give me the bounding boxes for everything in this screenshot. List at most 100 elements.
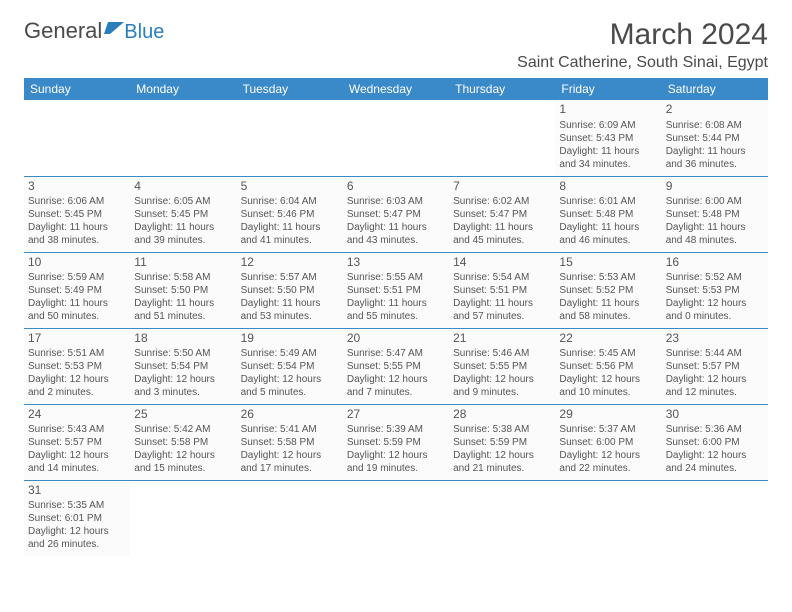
sunset-text: Sunset: 5:44 PM bbox=[666, 132, 764, 145]
location-text: Saint Catherine, South Sinai, Egypt bbox=[517, 54, 768, 72]
table-row: 24Sunrise: 5:43 AMSunset: 5:57 PMDayligh… bbox=[24, 404, 768, 480]
day-cell: 29Sunrise: 5:37 AMSunset: 6:00 PMDayligh… bbox=[555, 404, 661, 480]
weekday-header: Friday bbox=[555, 78, 661, 100]
daylight-text: Daylight: 12 hours and 5 minutes. bbox=[241, 373, 339, 399]
sunset-text: Sunset: 5:52 PM bbox=[559, 284, 657, 297]
daylight-text: Daylight: 11 hours and 50 minutes. bbox=[28, 297, 126, 323]
daylight-text: Daylight: 11 hours and 57 minutes. bbox=[453, 297, 551, 323]
calendar-body: 1Sunrise: 6:09 AMSunset: 5:43 PMDaylight… bbox=[24, 100, 768, 556]
sunset-text: Sunset: 5:57 PM bbox=[666, 360, 764, 373]
sunset-text: Sunset: 5:47 PM bbox=[453, 208, 551, 221]
daylight-text: Daylight: 12 hours and 21 minutes. bbox=[453, 449, 551, 475]
day-number: 8 bbox=[559, 179, 657, 195]
sunset-text: Sunset: 6:01 PM bbox=[28, 512, 126, 525]
sunset-text: Sunset: 5:58 PM bbox=[134, 436, 232, 449]
day-number: 13 bbox=[347, 255, 445, 271]
sunrise-text: Sunrise: 5:42 AM bbox=[134, 423, 232, 436]
empty-cell bbox=[343, 480, 449, 556]
day-number: 30 bbox=[666, 407, 764, 423]
header: General Blue March 2024 Saint Catherine,… bbox=[24, 18, 768, 72]
day-number: 26 bbox=[241, 407, 339, 423]
sunset-text: Sunset: 5:43 PM bbox=[559, 132, 657, 145]
sunset-text: Sunset: 5:49 PM bbox=[28, 284, 126, 297]
day-cell: 17Sunrise: 5:51 AMSunset: 5:53 PMDayligh… bbox=[24, 328, 130, 404]
sunset-text: Sunset: 5:55 PM bbox=[453, 360, 551, 373]
day-cell: 5Sunrise: 6:04 AMSunset: 5:46 PMDaylight… bbox=[237, 176, 343, 252]
day-number: 24 bbox=[28, 407, 126, 423]
day-number: 10 bbox=[28, 255, 126, 271]
day-number: 12 bbox=[241, 255, 339, 271]
daylight-text: Daylight: 11 hours and 38 minutes. bbox=[28, 221, 126, 247]
day-number: 21 bbox=[453, 331, 551, 347]
day-number: 15 bbox=[559, 255, 657, 271]
sunrise-text: Sunrise: 5:54 AM bbox=[453, 271, 551, 284]
sunrise-text: Sunrise: 5:57 AM bbox=[241, 271, 339, 284]
day-cell: 24Sunrise: 5:43 AMSunset: 5:57 PMDayligh… bbox=[24, 404, 130, 480]
day-number: 22 bbox=[559, 331, 657, 347]
day-number: 20 bbox=[347, 331, 445, 347]
empty-cell bbox=[555, 480, 661, 556]
table-row: 3Sunrise: 6:06 AMSunset: 5:45 PMDaylight… bbox=[24, 176, 768, 252]
day-number: 6 bbox=[347, 179, 445, 195]
day-number: 31 bbox=[28, 483, 126, 499]
day-cell: 19Sunrise: 5:49 AMSunset: 5:54 PMDayligh… bbox=[237, 328, 343, 404]
daylight-text: Daylight: 11 hours and 46 minutes. bbox=[559, 221, 657, 247]
table-row: 17Sunrise: 5:51 AMSunset: 5:53 PMDayligh… bbox=[24, 328, 768, 404]
sunrise-text: Sunrise: 5:43 AM bbox=[28, 423, 126, 436]
sunset-text: Sunset: 5:45 PM bbox=[28, 208, 126, 221]
empty-cell bbox=[130, 100, 236, 176]
day-cell: 13Sunrise: 5:55 AMSunset: 5:51 PMDayligh… bbox=[343, 252, 449, 328]
day-number: 11 bbox=[134, 255, 232, 271]
sunrise-text: Sunrise: 6:08 AM bbox=[666, 119, 764, 132]
daylight-text: Daylight: 12 hours and 7 minutes. bbox=[347, 373, 445, 399]
sunrise-text: Sunrise: 6:04 AM bbox=[241, 195, 339, 208]
sunset-text: Sunset: 5:51 PM bbox=[453, 284, 551, 297]
weekday-header: Saturday bbox=[662, 78, 768, 100]
day-cell: 16Sunrise: 5:52 AMSunset: 5:53 PMDayligh… bbox=[662, 252, 768, 328]
table-row: 31Sunrise: 5:35 AMSunset: 6:01 PMDayligh… bbox=[24, 480, 768, 556]
day-number: 29 bbox=[559, 407, 657, 423]
day-number: 18 bbox=[134, 331, 232, 347]
daylight-text: Daylight: 12 hours and 24 minutes. bbox=[666, 449, 764, 475]
empty-cell bbox=[130, 480, 236, 556]
sunrise-text: Sunrise: 5:41 AM bbox=[241, 423, 339, 436]
sunset-text: Sunset: 5:56 PM bbox=[559, 360, 657, 373]
sunrise-text: Sunrise: 6:00 AM bbox=[666, 195, 764, 208]
weekday-header: Sunday bbox=[24, 78, 130, 100]
daylight-text: Daylight: 11 hours and 34 minutes. bbox=[559, 145, 657, 171]
page-title: March 2024 bbox=[517, 18, 768, 52]
sunset-text: Sunset: 5:53 PM bbox=[28, 360, 126, 373]
sunset-text: Sunset: 5:54 PM bbox=[241, 360, 339, 373]
day-cell: 4Sunrise: 6:05 AMSunset: 5:45 PMDaylight… bbox=[130, 176, 236, 252]
day-number: 25 bbox=[134, 407, 232, 423]
sunrise-text: Sunrise: 5:52 AM bbox=[666, 271, 764, 284]
sunset-text: Sunset: 5:55 PM bbox=[347, 360, 445, 373]
daylight-text: Daylight: 12 hours and 3 minutes. bbox=[134, 373, 232, 399]
logo-text-blue: Blue bbox=[124, 21, 164, 44]
sunrise-text: Sunrise: 5:46 AM bbox=[453, 347, 551, 360]
sunrise-text: Sunrise: 5:55 AM bbox=[347, 271, 445, 284]
daylight-text: Daylight: 11 hours and 53 minutes. bbox=[241, 297, 339, 323]
day-number: 1 bbox=[559, 102, 657, 118]
day-cell: 27Sunrise: 5:39 AMSunset: 5:59 PMDayligh… bbox=[343, 404, 449, 480]
day-number: 3 bbox=[28, 179, 126, 195]
sunrise-text: Sunrise: 5:37 AM bbox=[559, 423, 657, 436]
sunrise-text: Sunrise: 5:35 AM bbox=[28, 499, 126, 512]
sunset-text: Sunset: 5:58 PM bbox=[241, 436, 339, 449]
day-number: 28 bbox=[453, 407, 551, 423]
sunrise-text: Sunrise: 5:59 AM bbox=[28, 271, 126, 284]
empty-cell bbox=[237, 480, 343, 556]
calendar-table: SundayMondayTuesdayWednesdayThursdayFrid… bbox=[24, 78, 768, 556]
sunrise-text: Sunrise: 5:36 AM bbox=[666, 423, 764, 436]
sunrise-text: Sunrise: 6:09 AM bbox=[559, 119, 657, 132]
title-block: March 2024 Saint Catherine, South Sinai,… bbox=[517, 18, 768, 72]
daylight-text: Daylight: 11 hours and 39 minutes. bbox=[134, 221, 232, 247]
day-number: 17 bbox=[28, 331, 126, 347]
sunset-text: Sunset: 5:51 PM bbox=[347, 284, 445, 297]
day-cell: 26Sunrise: 5:41 AMSunset: 5:58 PMDayligh… bbox=[237, 404, 343, 480]
day-cell: 28Sunrise: 5:38 AMSunset: 5:59 PMDayligh… bbox=[449, 404, 555, 480]
day-cell: 14Sunrise: 5:54 AMSunset: 5:51 PMDayligh… bbox=[449, 252, 555, 328]
daylight-text: Daylight: 12 hours and 14 minutes. bbox=[28, 449, 126, 475]
day-number: 23 bbox=[666, 331, 764, 347]
weekday-header: Wednesday bbox=[343, 78, 449, 100]
